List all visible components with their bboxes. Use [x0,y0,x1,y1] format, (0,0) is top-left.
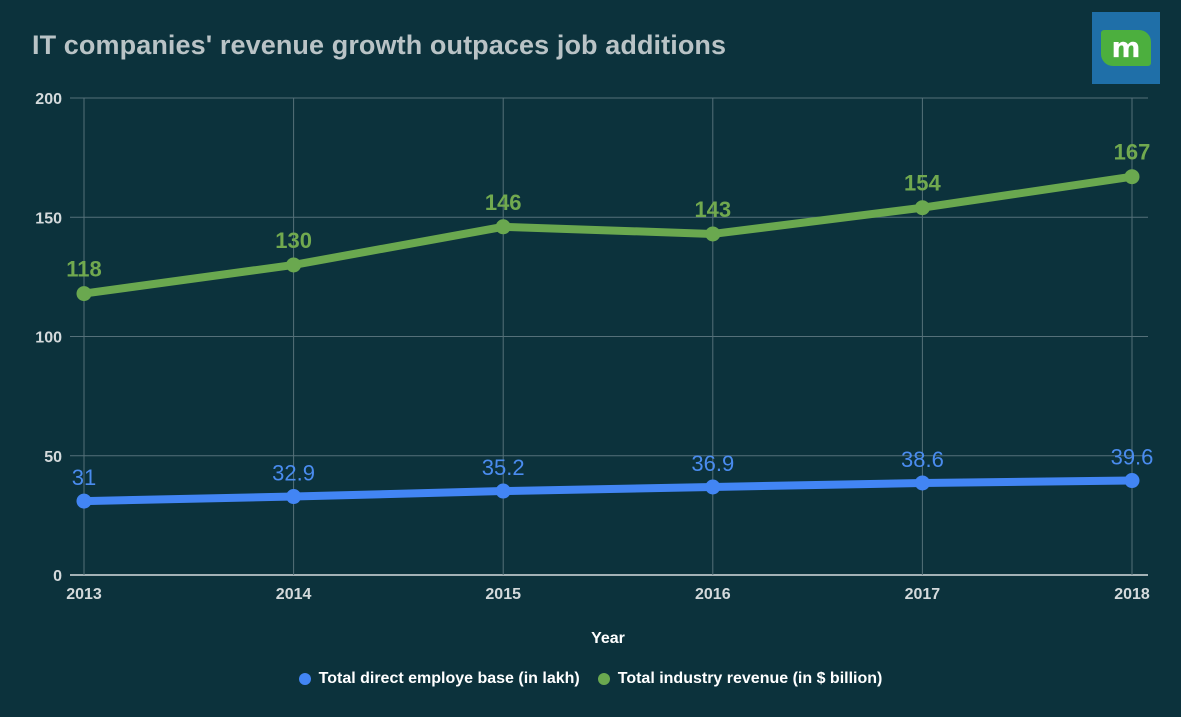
x-axis-label: Year [591,630,625,647]
y-tick-label: 0 [53,568,62,585]
data-point [495,219,511,235]
data-point [1124,169,1140,185]
data-label: 143 [694,197,731,222]
legend-label-revenue: Total industry revenue (in $ billion) [617,670,883,687]
chart-title: IT companies' revenue growth outpaces jo… [32,30,727,60]
series-line-1 [80,172,1136,298]
legend-item-revenue[interactable]: Total industry revenue (in $ billion) [597,670,883,688]
series-line-0 [80,476,1136,506]
data-label: 130 [275,228,312,253]
data-label: 31 [72,465,96,490]
logo-letter: m [1101,30,1151,66]
x-tick-label: 2018 [1114,586,1150,603]
data-label: 167 [1114,140,1151,165]
data-label: 154 [904,171,941,196]
brand-logo: m [1092,12,1160,84]
data-label: 118 [66,257,102,282]
x-tick-label: 2013 [66,586,102,603]
data-label: 39.6 [1111,445,1154,470]
data-label: 32.9 [272,461,315,486]
data-point [76,493,92,509]
data-label: 146 [485,190,522,215]
data-label: 38.6 [901,447,944,472]
data-point [914,475,930,491]
y-tick-label: 100 [35,330,62,347]
y-tick-label: 200 [35,91,62,108]
x-tick-label: 2017 [905,586,941,603]
data-point [705,479,721,495]
legend-dot-blue-icon [298,673,311,685]
data-point [705,226,721,242]
y-tick-label: 50 [44,449,62,466]
legend-item-employee-base[interactable]: Total direct employe base (in lakh) [298,670,580,688]
data-point [286,257,302,273]
data-point [286,489,302,505]
x-tick-label: 2016 [695,586,731,603]
data-point [1124,473,1140,489]
chart-legend: Total direct employe base (in lakh) Tota… [0,670,1181,688]
data-point [495,483,511,499]
data-point [914,200,930,216]
x-tick-label: 2015 [485,586,521,603]
data-point [76,286,92,302]
data-label: 36.9 [691,451,734,476]
legend-dot-green-icon [597,673,610,685]
legend-label-employee-base: Total direct employe base (in lakh) [318,670,580,687]
y-tick-label: 150 [35,210,62,227]
x-tick-label: 2014 [276,586,312,603]
data-label: 35.2 [482,455,525,480]
